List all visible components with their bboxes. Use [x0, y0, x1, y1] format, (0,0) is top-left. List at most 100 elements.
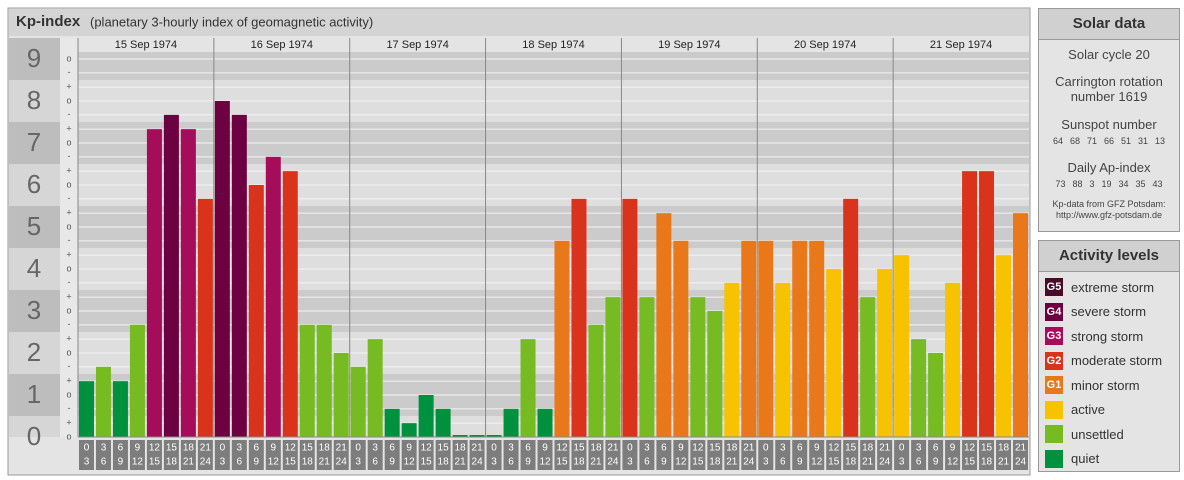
legend-label: active: [1071, 402, 1105, 418]
bar: [588, 324, 604, 437]
hour-label: 12: [692, 443, 704, 454]
hour-label: 15: [709, 443, 721, 454]
bar: [418, 395, 434, 437]
bar: [316, 324, 332, 437]
hour-label: 18: [455, 443, 467, 454]
hour-label: 15: [556, 457, 568, 468]
legend-swatch: G3: [1045, 327, 1063, 346]
legend-title: Activity levels: [1039, 241, 1179, 272]
hour-label: 15: [964, 457, 976, 468]
legend-item: quiet: [1045, 447, 1179, 472]
hour-label: 0: [355, 443, 361, 454]
bar: [554, 240, 570, 437]
chart-title: Kp-index: [16, 13, 81, 30]
hour-box: [894, 440, 910, 470]
legend-item: unsettled: [1045, 422, 1179, 447]
hour-label: 21: [607, 443, 619, 454]
hour-box: [214, 440, 230, 470]
hour-label: 18: [726, 443, 738, 454]
ap-value: 3: [1089, 179, 1095, 189]
hour-label: 12: [268, 457, 280, 468]
hour-label: 12: [539, 457, 551, 468]
hour-label: 9: [389, 457, 395, 468]
hour-label: 6: [933, 443, 939, 454]
hour-box: [79, 440, 94, 470]
kp-chart: Kp-index (planetary 3-hourly index of ge…: [7, 7, 1031, 476]
hour-label: 12: [132, 457, 144, 468]
hour-label: 6: [254, 443, 260, 454]
hour-box: [656, 440, 672, 470]
hour-box: [469, 440, 485, 470]
legend-swatch: [1045, 449, 1063, 468]
sub-tick-label: o: [66, 53, 71, 63]
date-label: 21 Sep 1974: [930, 39, 992, 51]
y-label-band: [9, 164, 60, 206]
legend-label: severe storm: [1071, 304, 1147, 320]
bar: [775, 282, 791, 437]
hour-label: 18: [302, 457, 314, 468]
hour-label: 18: [183, 443, 195, 454]
hour-label: 0: [627, 443, 633, 454]
sub-tick-label: o: [66, 389, 71, 399]
hour-label: 12: [675, 457, 687, 468]
hour-label: 15: [421, 457, 433, 468]
hour-label: 15: [828, 457, 840, 468]
hour-box: [554, 440, 570, 470]
hour-box: [622, 440, 638, 470]
legend-label: unsettled: [1071, 426, 1124, 442]
sunspot-value: 51: [1121, 136, 1132, 146]
sub-tick-label: o: [66, 179, 71, 189]
hour-label: 15: [302, 443, 314, 454]
sub-tick-label: -: [68, 277, 71, 287]
ap-value: 19: [1101, 179, 1112, 189]
hour-label: 18: [709, 457, 721, 468]
hour-box: [265, 440, 281, 470]
bar: [826, 269, 842, 437]
date-header: [78, 38, 1029, 52]
hour-box: [809, 440, 825, 470]
hour-box: [197, 440, 213, 470]
legend-item: active: [1045, 398, 1179, 423]
hour-box: [486, 440, 502, 470]
y-tick-label: 3: [27, 295, 41, 325]
hour-box: [282, 440, 298, 470]
bar: [724, 282, 740, 437]
hour-label: 15: [692, 457, 704, 468]
sub-tick-label: o: [66, 431, 71, 441]
sub-tick-label: o: [66, 263, 71, 273]
hour-box: [418, 440, 434, 470]
hour-label: 15: [285, 457, 297, 468]
hour-box: [231, 440, 247, 470]
hour-box: [826, 440, 842, 470]
hour-label: 6: [780, 457, 786, 468]
y-tick-label: 8: [27, 85, 41, 115]
hour-box: [401, 440, 417, 470]
bar: [367, 339, 383, 437]
date-label: 16 Sep 1974: [251, 39, 313, 51]
legend-item: G5 extreme storm: [1045, 275, 1179, 300]
hour-label: 6: [916, 457, 922, 468]
sunspot-numbers: 64 68 71 66 51 31 13: [1039, 136, 1179, 146]
hour-label: 6: [644, 457, 650, 468]
hour-label: 3: [84, 457, 90, 468]
y-tick-label: 0: [27, 421, 41, 451]
hour-label: 21: [1015, 443, 1027, 454]
hour-label: 0: [763, 443, 769, 454]
hour-box: [741, 440, 757, 470]
bar: [673, 240, 689, 437]
bar: [265, 156, 281, 438]
hour-box: [1013, 440, 1028, 470]
hour-box: [163, 440, 179, 470]
sub-tick-label: o: [66, 347, 71, 357]
ap-value: 73: [1055, 179, 1066, 189]
hour-box: [588, 440, 604, 470]
hour-label: 3: [780, 443, 786, 454]
sub-tick-label: o: [66, 221, 71, 231]
sunspot-value: 64: [1052, 136, 1063, 146]
bar: [809, 240, 825, 437]
y-tick-label: 5: [27, 211, 41, 241]
bar: [894, 255, 910, 437]
hour-label: 0: [220, 443, 226, 454]
hour-label: 9: [542, 443, 548, 454]
